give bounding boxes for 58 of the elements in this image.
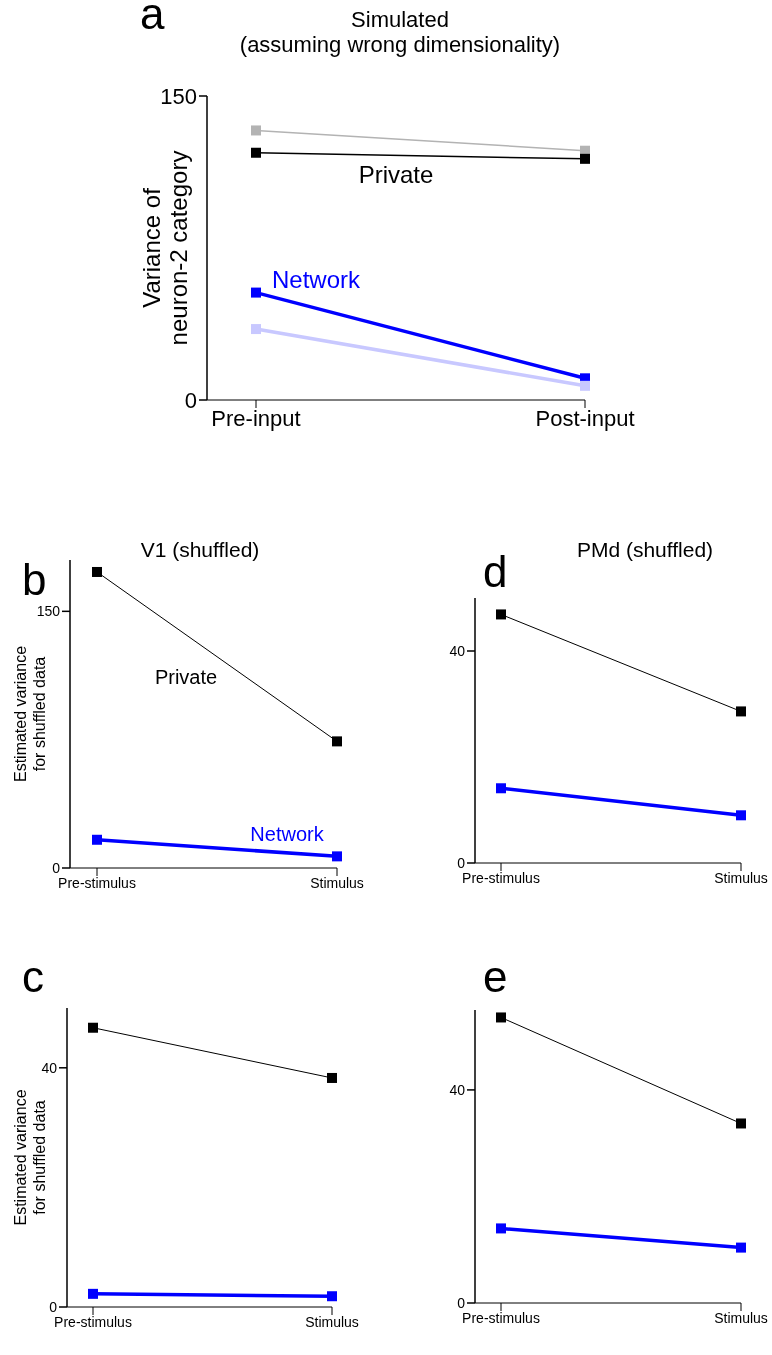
x-tick-label: Pre-stimulus: [54, 1313, 132, 1330]
point: [736, 1118, 746, 1129]
y-tick-label: 150: [36, 603, 61, 620]
y-axis-title: Variance of neuron-2 category: [137, 150, 193, 346]
y-tick-label: 0: [52, 859, 61, 876]
y-axis-title: Estimated variance for shuffled data: [12, 1089, 48, 1226]
text: c: [22, 952, 44, 1001]
point: [736, 1242, 746, 1253]
point: [251, 287, 261, 298]
x-tick-label: Pre-stimulus: [462, 869, 540, 886]
point: [92, 566, 102, 577]
point: [88, 1288, 98, 1299]
point: [580, 380, 590, 391]
y-tick-label: 40: [449, 1081, 466, 1098]
text: a: [140, 0, 165, 38]
chart-subtitle: (assuming wrong dimensionality): [239, 32, 561, 58]
point: [496, 609, 506, 620]
y-tick-label: 40: [449, 642, 466, 659]
point: [251, 147, 261, 158]
point: [496, 1223, 506, 1234]
y-tick-label: 40: [41, 1059, 58, 1076]
y-tick-label: 0: [184, 387, 197, 413]
point: [251, 125, 261, 136]
x-tick-label: Pre-stimulus: [58, 874, 136, 891]
annotation: b: [22, 555, 47, 604]
text: d: [483, 547, 508, 596]
x-tick-label: Pre-input: [211, 405, 301, 431]
point: [580, 153, 590, 164]
point: [327, 1072, 337, 1083]
x-tick-label: Stimulus: [305, 1313, 359, 1330]
point: [92, 834, 102, 845]
series-label: Network: [271, 265, 361, 293]
y-axis-title: Estimated variance for shuffled data: [12, 645, 48, 783]
chart-title: V1 (shuffled): [140, 538, 260, 561]
point: [327, 1291, 337, 1302]
series-label: Private: [358, 160, 434, 188]
x-tick-label: Pre-stimulus: [462, 1309, 540, 1326]
x-tick-label: Post-input: [535, 405, 635, 431]
text: e: [483, 952, 508, 1001]
x-tick-label: Stimulus: [714, 1309, 768, 1326]
point: [736, 706, 746, 717]
x-tick-label: Stimulus: [714, 869, 768, 886]
series-label: Private: [154, 665, 218, 688]
point: [496, 1012, 506, 1023]
chart-title: Simulated: [350, 7, 450, 33]
point: [736, 810, 746, 821]
series-label: Network: [250, 823, 325, 846]
y-tick-label: 0: [49, 1298, 58, 1315]
point: [332, 851, 342, 862]
chart-title: PMd (shuffled): [576, 538, 714, 561]
point: [251, 324, 261, 335]
point: [88, 1022, 98, 1033]
y-tick-label: 0: [457, 854, 466, 871]
point: [332, 736, 342, 747]
y-tick-label: 150: [160, 83, 197, 109]
y-tick-label: 0: [457, 1294, 466, 1311]
x-tick-label: Stimulus: [310, 874, 364, 891]
point: [496, 783, 506, 794]
